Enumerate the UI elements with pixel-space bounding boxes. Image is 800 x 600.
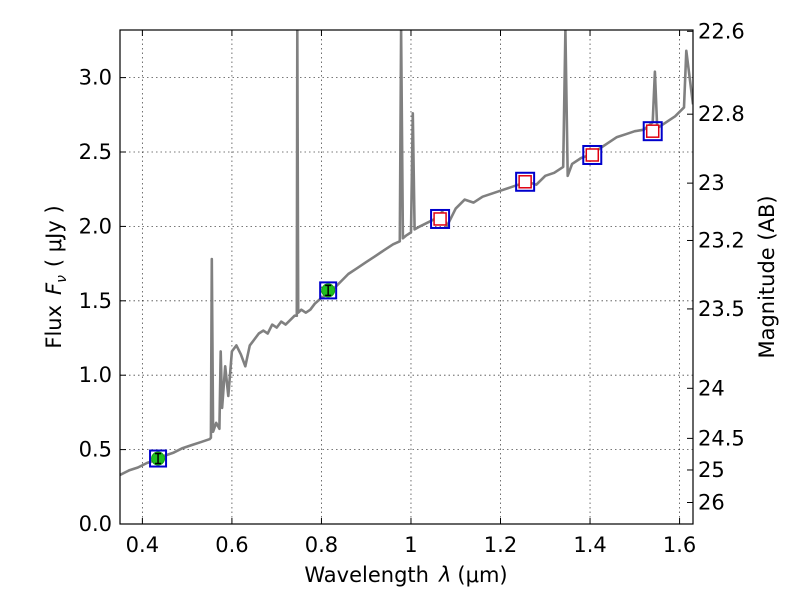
- y-tick-label: 2.0: [79, 214, 112, 238]
- x-tick-label: 0.8: [305, 533, 338, 557]
- series-layer: [120, 30, 693, 477]
- y-tick-label: 0.0: [79, 512, 112, 536]
- y2-tick-label: 22.8: [698, 102, 745, 126]
- x-axis-title: Wavelength λ (μm): [304, 563, 507, 587]
- x-tick-label: 0.4: [126, 533, 159, 557]
- y2-tick-label: 24: [698, 376, 725, 400]
- photometry-frame: [319, 281, 338, 300]
- upper-limit-frame: [642, 121, 663, 142]
- upper-limit-point: [433, 212, 447, 226]
- plot-frame: [119, 29, 694, 525]
- y2-tick-label: 23.2: [698, 228, 745, 252]
- x-tick-label: 0.6: [215, 533, 248, 557]
- upper-limit-frame: [430, 208, 451, 229]
- x-tick-label: 1.4: [573, 533, 606, 557]
- y2-tick-label: 24.5: [698, 426, 745, 450]
- upper-limit-point: [645, 124, 660, 138]
- y-tick-label: 2.5: [79, 140, 112, 164]
- x-tick-label: 1: [404, 533, 417, 557]
- upper-limit-frame: [515, 171, 536, 192]
- x-tick-label: 1.2: [484, 533, 517, 557]
- tick-layer: 0.4 0.6 0.8 1 1.2 1.4 1.6 0.0 0.5 1.0 1.5 2.0 2.5 3.0…: [79, 19, 745, 557]
- x-tick-label: 1.6: [663, 533, 696, 557]
- y2-tick-label: 23.5: [698, 297, 745, 321]
- marker-layer: [149, 121, 663, 468]
- y-axis-title: FluxFν( μJy ): [42, 205, 70, 348]
- upper-limit-point: [585, 148, 600, 162]
- y-tick-label: 3.0: [79, 66, 112, 90]
- y2-axis-title: Magnitude (AB): [755, 195, 779, 358]
- y2-tick-label: 23: [698, 171, 725, 195]
- y2-tick-label: 25: [698, 458, 725, 482]
- photometry-frame: [149, 449, 168, 468]
- y2-tick-label: 22.6: [698, 19, 745, 43]
- y2-tick-label: 26: [698, 490, 725, 514]
- spectrum-line: [120, 30, 693, 477]
- y-tick-label: 1.5: [79, 289, 112, 313]
- y-tick-label: 0.5: [79, 438, 112, 462]
- upper-limit-frame: [582, 144, 603, 165]
- upper-limit-point: [518, 175, 532, 189]
- y-tick-label: 1.0: [79, 363, 112, 387]
